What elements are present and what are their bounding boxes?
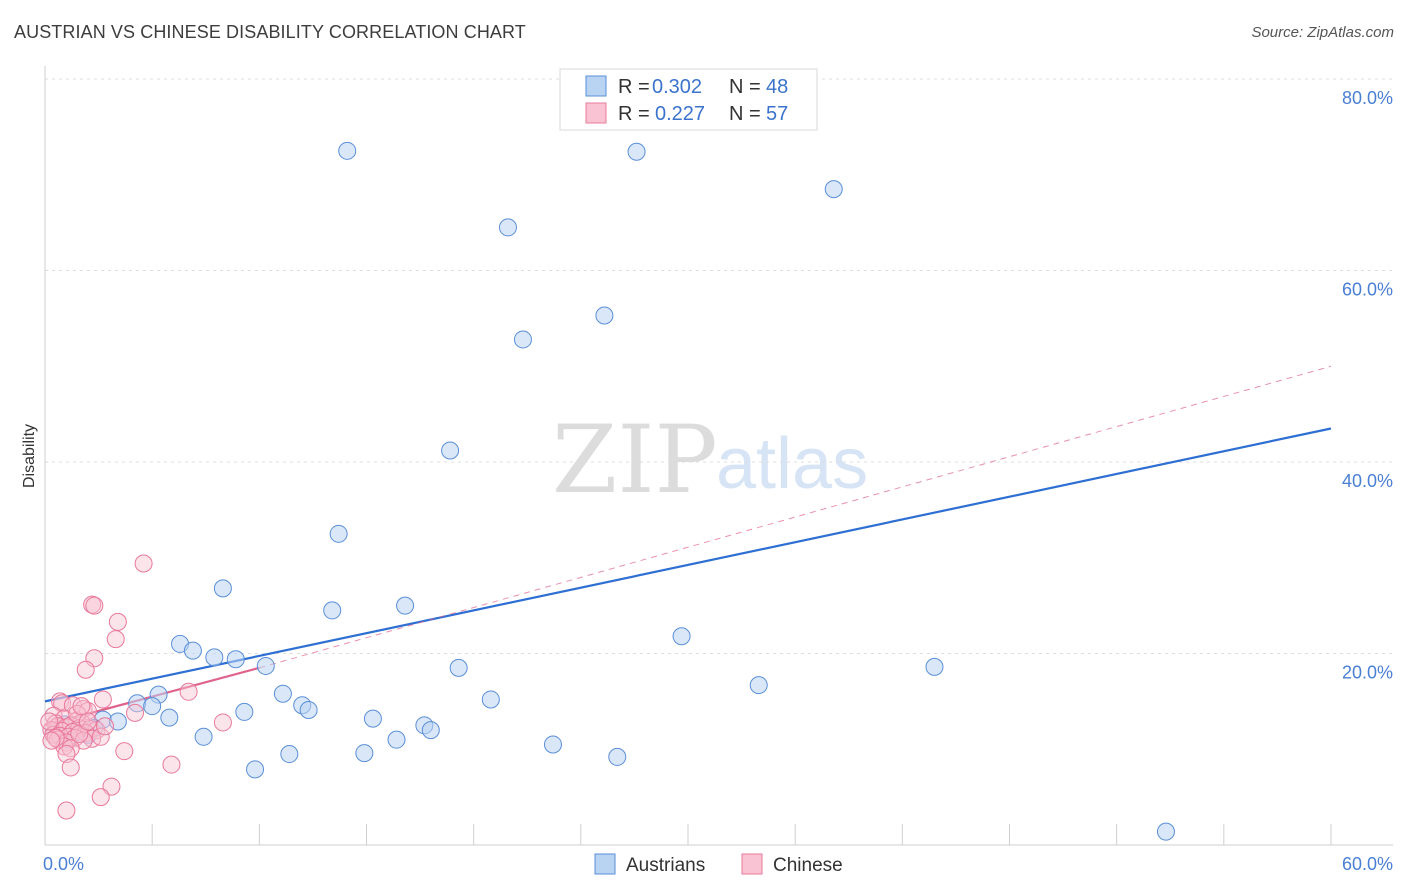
point-austrians <box>160 708 179 727</box>
bottom-legend-label-austrians: Austrians <box>626 855 705 876</box>
point-austrians <box>363 709 382 728</box>
point-chinese <box>72 697 91 716</box>
point-austrians <box>323 601 342 620</box>
point-austrians <box>441 441 460 460</box>
watermark-zip: ZIP <box>552 406 718 515</box>
point-austrians <box>925 657 944 676</box>
series-legend: Austrians Chinese <box>594 853 843 876</box>
point-chinese <box>102 777 121 796</box>
point-chinese <box>179 682 198 701</box>
point-chinese <box>57 745 76 764</box>
x-tick-label: 0.0% <box>43 854 84 874</box>
point-chinese <box>91 788 110 807</box>
y-tick-label: 60.0% <box>1342 280 1393 300</box>
y-tick-label: 20.0% <box>1342 663 1393 683</box>
point-chinese <box>93 690 112 709</box>
legend-swatch-austrians <box>585 75 607 97</box>
point-austrians <box>299 700 318 719</box>
point-austrians <box>824 180 843 199</box>
point-austrians <box>280 745 299 764</box>
point-austrians <box>246 760 265 779</box>
point-austrians <box>595 306 614 325</box>
chart-source: Source: ZipAtlas.com <box>1251 24 1394 41</box>
point-chinese <box>126 703 145 722</box>
point-austrians <box>672 627 691 646</box>
point-austrians <box>481 690 500 709</box>
y-axis-label: Disability <box>21 424 38 488</box>
point-austrians <box>273 684 292 703</box>
point-chinese <box>162 755 181 774</box>
point-chinese <box>91 727 110 746</box>
point-austrians <box>543 735 562 754</box>
point-austrians <box>183 641 202 660</box>
point-chinese <box>76 660 95 679</box>
trendline-chinese-extended <box>259 365 1332 669</box>
point-chinese <box>134 554 153 573</box>
bottom-legend-swatch-austrians <box>594 853 616 875</box>
point-chinese <box>57 801 76 820</box>
point-austrians <box>143 697 162 716</box>
legend-r-label-chinese: R = <box>618 103 650 125</box>
trendline-austrians <box>44 427 1332 703</box>
point-austrians <box>421 721 440 740</box>
x-tick-label: 60.0% <box>1342 854 1393 874</box>
point-austrians <box>396 596 415 615</box>
point-austrians <box>387 730 406 749</box>
point-austrians <box>608 747 627 766</box>
watermark-atlas: atlas <box>716 424 868 504</box>
point-chinese <box>40 712 59 731</box>
point-chinese <box>108 612 127 631</box>
point-austrians <box>235 702 254 721</box>
legend-n-label-chinese: N = <box>729 103 761 125</box>
point-chinese <box>61 758 80 777</box>
point-chinese <box>70 724 89 743</box>
point-austrians <box>355 744 374 763</box>
point-austrians <box>449 658 468 677</box>
point-austrians <box>213 579 232 598</box>
legend-r-label-austrians: R = <box>618 76 650 98</box>
y-tick-label: 40.0% <box>1342 471 1393 491</box>
point-austrians <box>205 648 224 667</box>
legend-r-value-chinese: 0.227 <box>655 103 705 125</box>
data-points <box>40 141 1175 841</box>
point-austrians <box>627 142 646 161</box>
point-austrians <box>256 656 275 675</box>
point-chinese <box>85 596 104 615</box>
gridlines <box>45 78 1393 654</box>
point-chinese <box>115 742 134 761</box>
point-austrians <box>1156 822 1175 841</box>
point-chinese <box>213 713 232 732</box>
bottom-legend-swatch-chinese <box>741 853 763 875</box>
legend-n-label-austrians: N = <box>729 76 761 98</box>
point-austrians <box>226 650 245 669</box>
point-chinese <box>96 717 115 736</box>
chart-title: AUSTRIAN VS CHINESE DISABILITY CORRELATI… <box>14 22 526 42</box>
y-tick-label: 80.0% <box>1342 88 1393 108</box>
legend-swatch-chinese <box>585 102 607 124</box>
legend-n-value-chinese: 57 <box>766 103 788 125</box>
point-chinese <box>78 712 97 731</box>
stats-legend: R = 0.302 N = 48 R = 0.227 N = 57 <box>559 68 818 131</box>
bottom-legend-label-chinese: Chinese <box>773 855 843 876</box>
legend-n-value-austrians: 48 <box>766 76 788 98</box>
point-austrians <box>749 676 768 695</box>
point-chinese <box>106 630 125 649</box>
point-austrians <box>329 524 348 543</box>
point-austrians <box>194 727 213 746</box>
point-austrians <box>498 218 517 237</box>
point-austrians <box>338 141 357 160</box>
point-chinese <box>42 731 61 750</box>
legend-r-value-austrians: 0.302 <box>652 76 702 98</box>
watermark: ZIP atlas <box>552 406 868 515</box>
point-austrians <box>513 330 532 349</box>
